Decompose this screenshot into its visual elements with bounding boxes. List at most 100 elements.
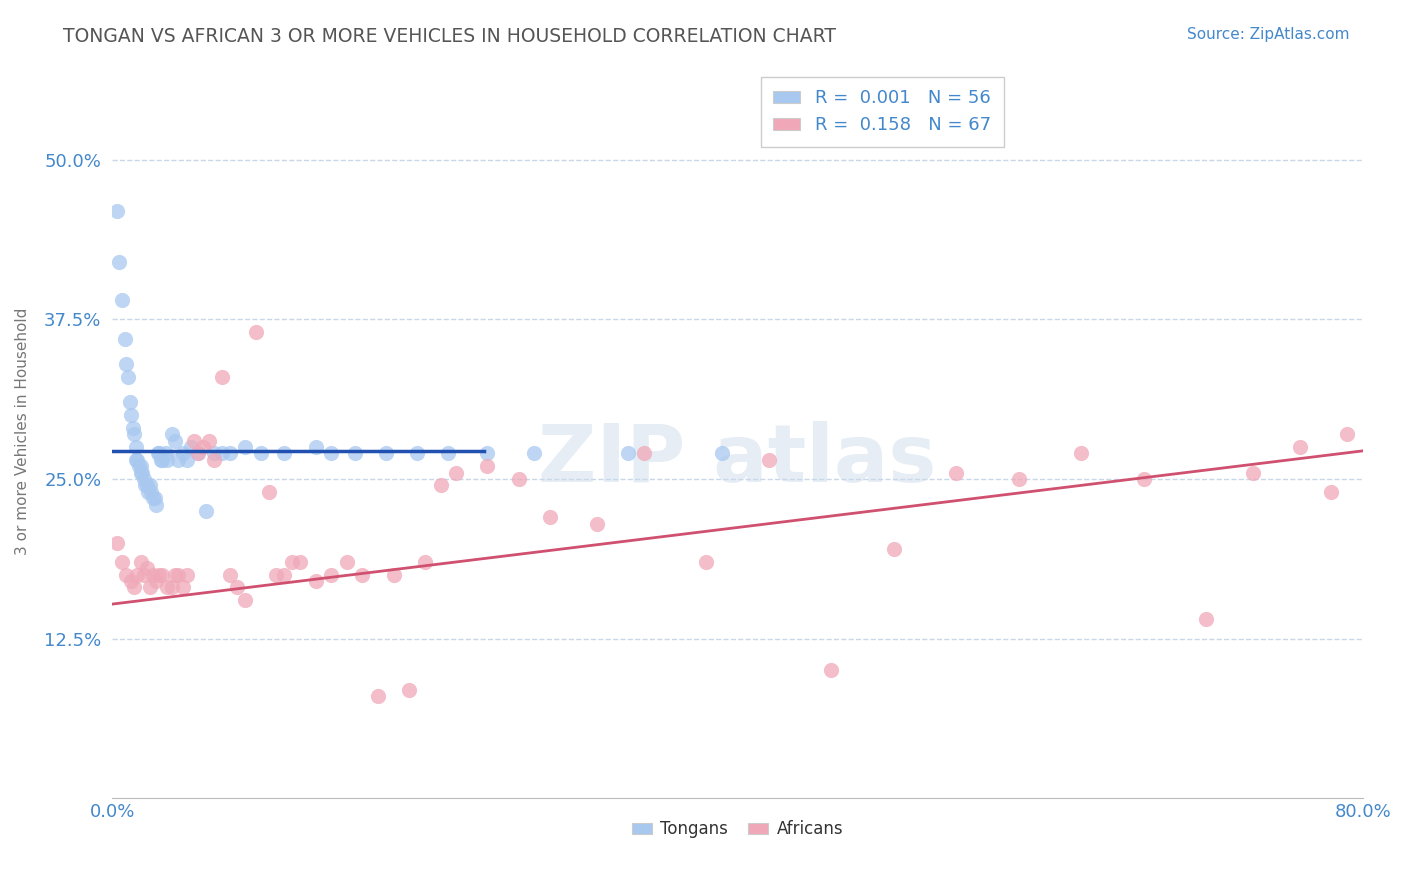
Point <box>233 440 256 454</box>
Point <box>125 452 148 467</box>
Point <box>211 369 233 384</box>
Point <box>122 581 145 595</box>
Point <box>429 478 451 492</box>
Point <box>413 555 436 569</box>
Point <box>139 478 162 492</box>
Y-axis label: 3 or more Vehicles in Household: 3 or more Vehicles in Household <box>15 308 30 555</box>
Point <box>107 255 129 269</box>
Point <box>120 408 142 422</box>
Point <box>155 446 177 460</box>
Point <box>1367 625 1389 640</box>
Point <box>202 446 225 460</box>
Point <box>111 555 134 569</box>
Point <box>1195 612 1218 626</box>
Point <box>250 446 273 460</box>
Point <box>156 581 179 595</box>
Point <box>710 446 733 460</box>
Point <box>1382 733 1405 747</box>
Point <box>444 466 467 480</box>
Point <box>233 593 256 607</box>
Point <box>139 581 162 595</box>
Point <box>122 427 145 442</box>
Point <box>273 567 295 582</box>
Point <box>105 536 128 550</box>
Point <box>695 555 717 569</box>
Point <box>523 446 546 460</box>
Point <box>115 357 138 371</box>
Point <box>1070 446 1092 460</box>
Point <box>195 504 218 518</box>
Point <box>167 452 190 467</box>
Point <box>245 325 267 339</box>
Point <box>128 459 150 474</box>
Point <box>118 395 141 409</box>
Point <box>538 510 561 524</box>
Point <box>945 466 967 480</box>
Point <box>176 567 198 582</box>
Point <box>202 452 225 467</box>
Point <box>150 452 173 467</box>
Point <box>633 446 655 460</box>
Point <box>211 446 233 460</box>
Point <box>148 446 170 460</box>
Point <box>198 434 221 448</box>
Point <box>156 452 179 467</box>
Point <box>820 664 842 678</box>
Point <box>187 446 209 460</box>
Point <box>150 567 173 582</box>
Point <box>132 472 155 486</box>
Text: ZIP atlas: ZIP atlas <box>538 421 936 500</box>
Point <box>218 567 240 582</box>
Point <box>226 581 249 595</box>
Point <box>288 555 311 569</box>
Point <box>321 446 343 460</box>
Point <box>191 440 214 454</box>
Point <box>585 516 607 531</box>
Point <box>257 484 280 499</box>
Point <box>160 581 183 595</box>
Point <box>304 574 326 588</box>
Point <box>218 446 240 460</box>
Point <box>343 446 366 460</box>
Point <box>141 484 163 499</box>
Point <box>129 459 152 474</box>
Point <box>132 567 155 582</box>
Point <box>134 478 156 492</box>
Point <box>1320 484 1343 499</box>
Point <box>163 567 186 582</box>
Point <box>129 466 152 480</box>
Point <box>336 555 359 569</box>
Point <box>883 542 905 557</box>
Point <box>115 567 138 582</box>
Point <box>617 446 640 460</box>
Point <box>382 567 405 582</box>
Point <box>187 446 209 460</box>
Point <box>1241 466 1264 480</box>
Point <box>508 472 530 486</box>
Point <box>160 427 183 442</box>
Point <box>281 555 304 569</box>
Point <box>321 567 343 582</box>
Point <box>127 452 149 467</box>
Point <box>142 491 165 505</box>
Point <box>135 561 157 575</box>
Point <box>146 446 169 460</box>
Point <box>148 567 170 582</box>
Point <box>145 574 167 588</box>
Point <box>129 555 152 569</box>
Point <box>1336 427 1358 442</box>
Point <box>477 446 499 460</box>
Point <box>120 574 142 588</box>
Point <box>172 581 194 595</box>
Point <box>121 421 143 435</box>
Point <box>145 498 167 512</box>
Point <box>167 567 190 582</box>
Point <box>1398 484 1406 499</box>
Point <box>127 567 149 582</box>
Point <box>149 452 172 467</box>
Point <box>176 452 198 467</box>
Point <box>135 478 157 492</box>
Point <box>117 369 139 384</box>
Point <box>136 484 159 499</box>
Point <box>183 434 205 448</box>
